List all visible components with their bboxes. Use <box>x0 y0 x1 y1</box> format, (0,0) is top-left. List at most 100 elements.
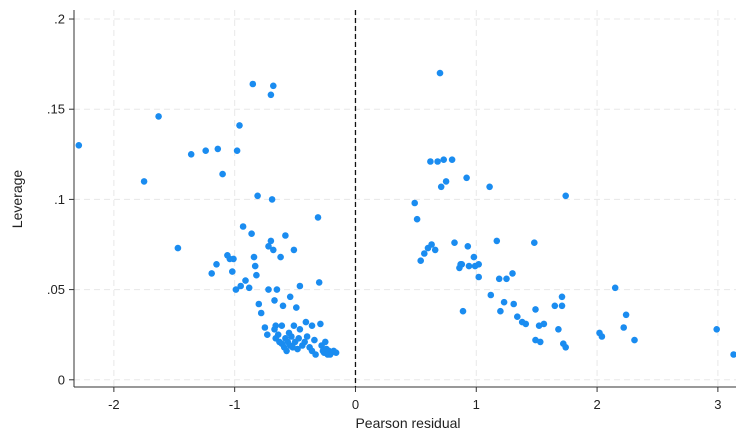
y-tick-label: .1 <box>54 192 65 207</box>
data-point <box>277 253 284 261</box>
data-point <box>522 320 530 328</box>
data-point <box>332 349 340 357</box>
data-point <box>470 253 478 261</box>
data-point <box>219 170 226 178</box>
data-point <box>459 307 467 315</box>
data-point <box>229 268 236 275</box>
axes <box>69 10 736 392</box>
data-point <box>265 286 272 293</box>
data-point <box>475 273 483 281</box>
data-point <box>487 291 495 299</box>
data-point <box>294 345 301 353</box>
data-point <box>232 286 240 293</box>
data-point <box>411 199 419 207</box>
x-tick-label: 1 <box>473 397 480 412</box>
data-point <box>242 277 249 284</box>
data-point <box>311 336 318 344</box>
data-point <box>611 284 619 292</box>
data-point <box>622 311 630 319</box>
data-point <box>493 237 501 245</box>
data-point <box>730 351 736 358</box>
data-point <box>251 262 259 270</box>
data-point <box>286 293 294 301</box>
data-point <box>537 338 544 346</box>
data-point <box>202 147 209 154</box>
data-point <box>317 320 324 328</box>
data-point <box>293 304 300 311</box>
data-point <box>510 300 517 308</box>
data-point <box>248 230 255 237</box>
x-tick-label: 3 <box>714 397 721 412</box>
data-point <box>555 326 562 333</box>
data-point <box>283 347 290 355</box>
data-point <box>532 306 539 313</box>
data-point <box>236 122 243 129</box>
data-point <box>509 270 516 277</box>
data-point <box>239 223 247 230</box>
grid-lines <box>74 10 736 387</box>
data-point <box>271 297 278 304</box>
data-point <box>273 286 281 293</box>
data-point <box>261 324 269 331</box>
data-point <box>312 351 319 358</box>
data-point <box>540 320 548 328</box>
data-point <box>237 282 244 290</box>
data-point <box>279 302 287 310</box>
data-point <box>208 270 215 277</box>
data-point <box>295 335 303 342</box>
data-point <box>282 232 289 239</box>
data-point <box>495 275 503 283</box>
data-point <box>440 156 448 163</box>
data-point <box>562 344 569 351</box>
data-point <box>620 324 627 331</box>
x-tick-label: 2 <box>593 397 600 412</box>
data-point <box>475 261 483 268</box>
data-point <box>290 322 298 330</box>
data-point <box>155 113 162 120</box>
data-point <box>465 262 473 270</box>
data-point <box>213 261 220 268</box>
data-point <box>254 192 261 200</box>
data-point <box>267 91 275 99</box>
data-point <box>255 300 263 308</box>
data-point <box>558 302 566 310</box>
y-axis-title: Leverage <box>9 170 25 229</box>
data-point <box>250 253 258 261</box>
data-point <box>413 215 421 223</box>
data-point <box>421 250 428 257</box>
data-points <box>75 69 736 358</box>
data-point <box>140 178 148 185</box>
data-point <box>268 196 276 203</box>
data-point <box>486 183 493 191</box>
data-point <box>437 183 445 191</box>
data-point <box>302 318 310 326</box>
data-point <box>503 275 510 283</box>
data-point <box>558 293 566 301</box>
data-point <box>631 336 638 344</box>
data-point <box>500 298 508 306</box>
data-point <box>249 80 257 88</box>
data-point <box>245 284 253 292</box>
x-tick-label: -1 <box>229 397 241 412</box>
data-point <box>531 239 538 246</box>
data-point <box>436 69 444 77</box>
data-point <box>301 338 309 346</box>
data-point <box>272 322 280 330</box>
data-point <box>278 322 286 330</box>
data-point <box>417 257 425 265</box>
x-tick-label: -2 <box>108 397 120 412</box>
data-point <box>448 156 456 163</box>
data-point <box>290 246 298 254</box>
y-tick-labels: 0 .05 .1 .15 .2 <box>47 12 65 388</box>
data-point <box>214 145 222 153</box>
y-tick-label: .2 <box>54 12 65 27</box>
data-point <box>464 243 472 250</box>
data-point <box>514 313 521 321</box>
data-point <box>551 302 559 310</box>
data-point <box>187 151 195 158</box>
data-point <box>274 331 282 339</box>
data-point <box>713 326 720 333</box>
data-point <box>267 237 275 245</box>
